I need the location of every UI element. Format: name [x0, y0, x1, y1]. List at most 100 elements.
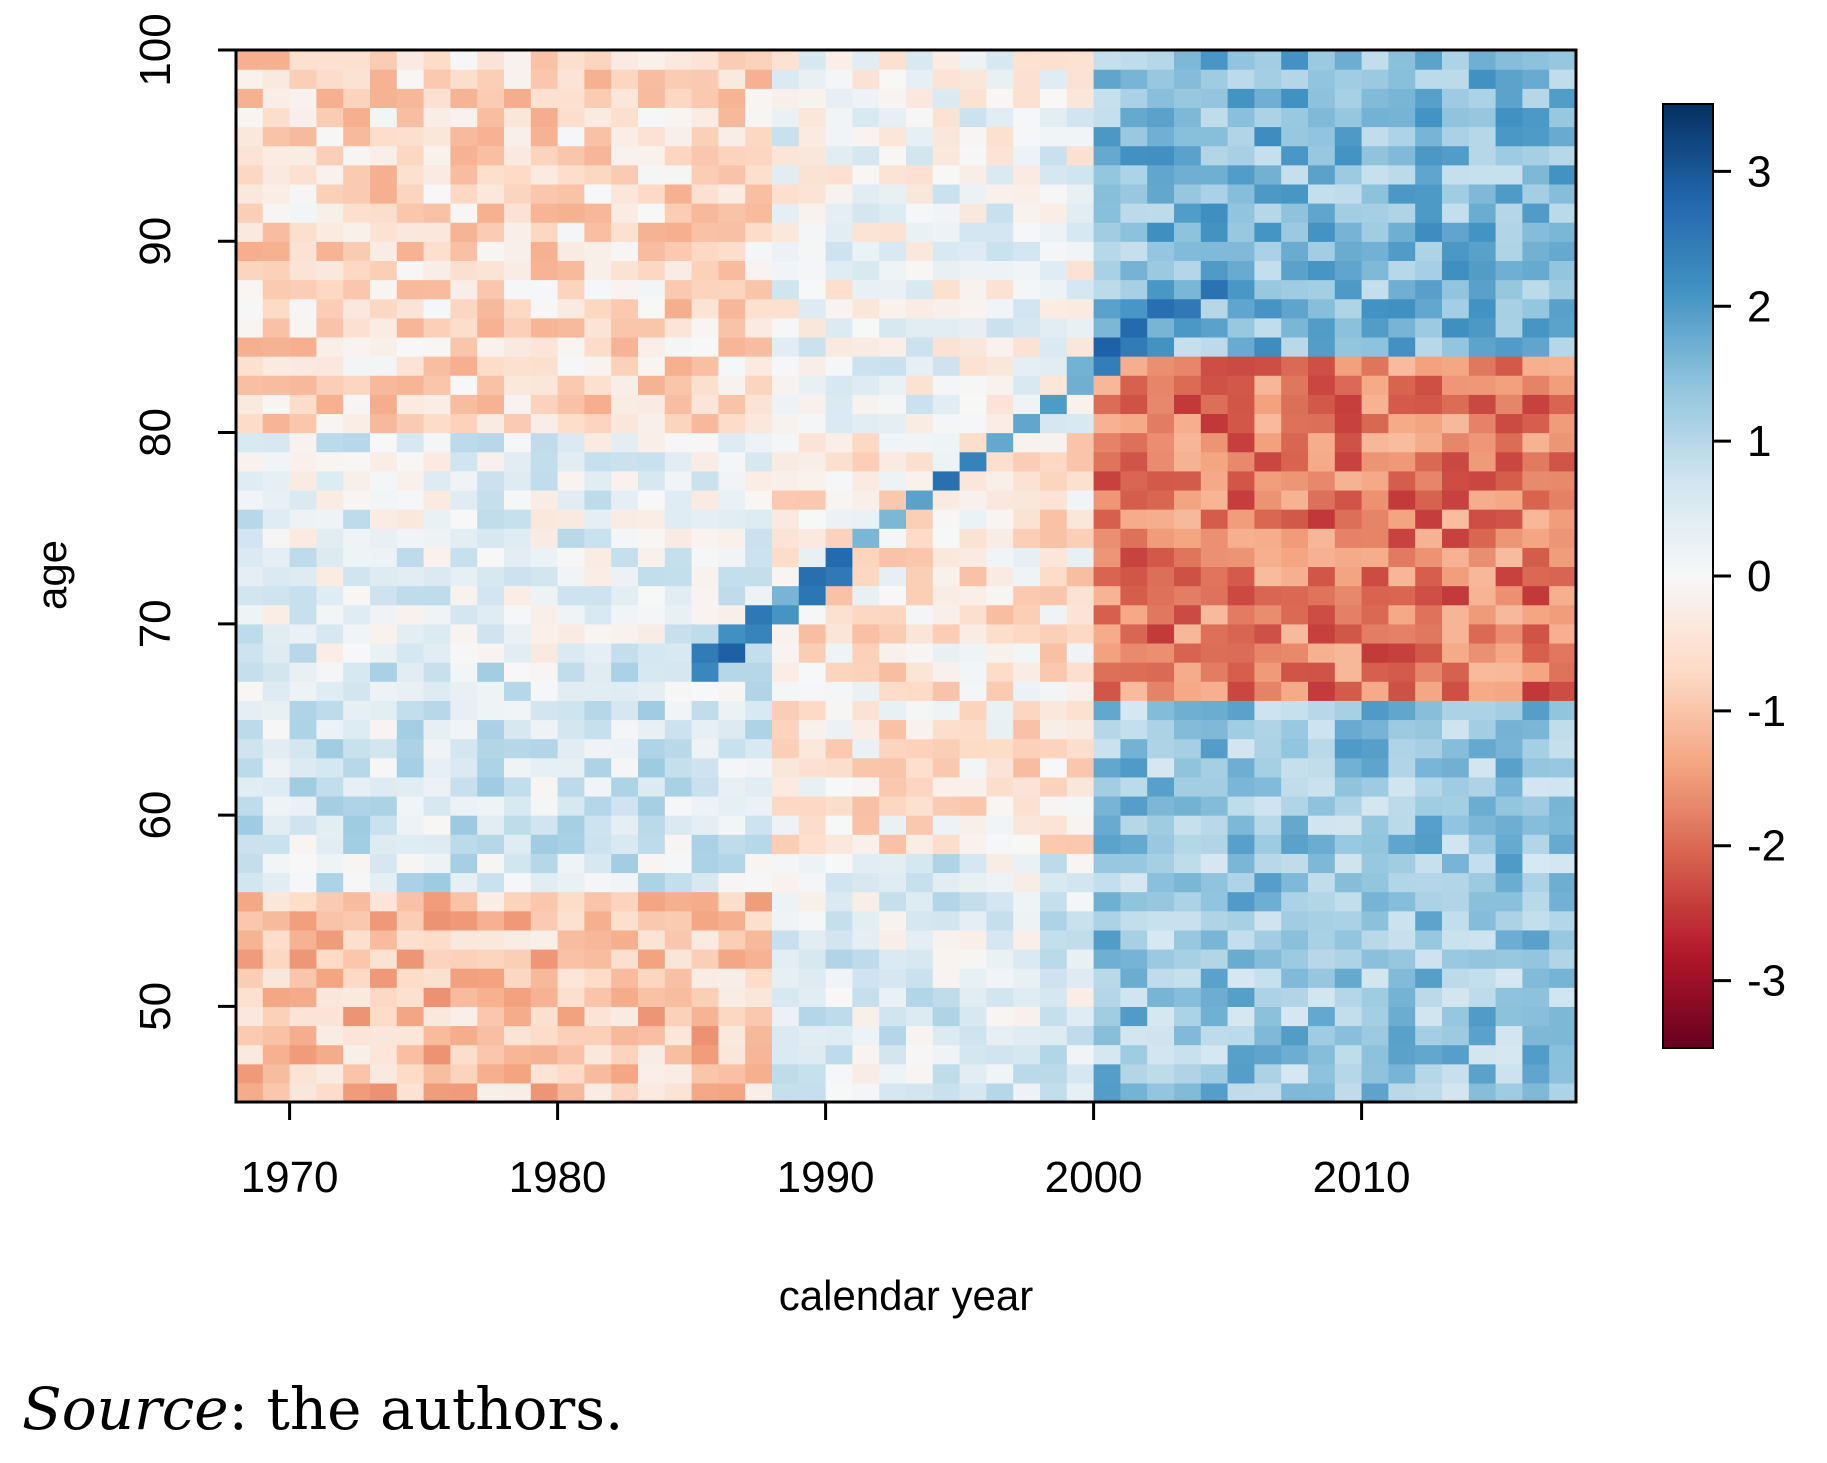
heatmap-cell	[638, 528, 666, 548]
heatmap-cell	[932, 126, 961, 147]
heatmap-cell	[1200, 126, 1229, 147]
heatmap-cell	[584, 776, 612, 797]
heatmap-cell	[691, 700, 719, 721]
heatmap-cell	[745, 872, 773, 893]
heatmap-cell	[959, 279, 987, 300]
heatmap-cell	[798, 700, 827, 721]
heatmap-cell	[530, 681, 559, 701]
heatmap-cell	[1281, 566, 1309, 587]
heatmap-cell	[530, 451, 559, 472]
colorbar-tick-label: -3	[1747, 957, 1786, 1006]
heatmap-cell	[1200, 1063, 1229, 1084]
heatmap-cell	[1254, 241, 1282, 261]
heatmap-cell	[584, 279, 612, 300]
heatmap-cell	[1120, 681, 1148, 701]
y-tick-label: 50	[131, 982, 180, 1031]
heatmap-cell	[772, 164, 800, 185]
heatmap-cell	[825, 948, 853, 969]
heatmap-cell	[1066, 1044, 1095, 1065]
heatmap-cell	[557, 642, 585, 663]
heatmap-cell	[638, 470, 666, 491]
heatmap-cell	[932, 336, 961, 357]
heatmap-cell	[1522, 279, 1550, 300]
heatmap-cell	[611, 872, 639, 893]
heatmap-cell	[1227, 604, 1255, 625]
heatmap-cell	[477, 815, 505, 835]
heatmap-cell	[289, 203, 317, 223]
heatmap-cell	[1147, 241, 1175, 261]
heatmap-cell	[1415, 489, 1443, 510]
heatmap-cell	[906, 910, 934, 931]
heatmap-cell	[1040, 776, 1068, 797]
heatmap-cell	[450, 853, 478, 874]
heatmap-cell	[1227, 356, 1255, 376]
heatmap-cell	[1334, 1025, 1363, 1046]
heatmap-cell	[1040, 375, 1068, 395]
heatmap-cell	[1442, 317, 1470, 338]
heatmap-cell	[1361, 757, 1389, 778]
heatmap-cell	[1200, 1082, 1229, 1103]
heatmap-cell	[530, 872, 559, 893]
heatmap-cell	[718, 776, 746, 797]
heatmap-cell	[906, 604, 934, 625]
heatmap-cell	[316, 203, 344, 223]
heatmap-cell	[664, 279, 693, 300]
heatmap-cell	[1013, 968, 1041, 988]
heatmap-cell	[1334, 872, 1363, 893]
heatmap-cell	[1308, 853, 1336, 874]
heatmap-cell	[1281, 317, 1309, 338]
heatmap-cell	[611, 260, 639, 281]
heatmap-cell	[289, 432, 317, 453]
heatmap-cell	[852, 738, 880, 759]
heatmap-cell	[343, 1006, 371, 1027]
heatmap-cell	[557, 700, 585, 721]
heatmap-cell	[262, 413, 291, 434]
heatmap-cell	[1415, 509, 1443, 529]
heatmap-cell	[1093, 509, 1121, 529]
heatmap-cell	[932, 1044, 961, 1065]
heatmap-cell	[396, 604, 425, 625]
heatmap-cell	[530, 929, 559, 950]
heatmap-cell	[1281, 375, 1309, 395]
heatmap-cell	[316, 968, 344, 988]
heatmap-cell	[1415, 891, 1443, 912]
heatmap-cell	[879, 987, 907, 1007]
heatmap-cell	[986, 336, 1014, 357]
heatmap-cell	[236, 1082, 264, 1103]
heatmap-cell	[1200, 757, 1229, 778]
heatmap-cell	[1522, 1025, 1550, 1046]
heatmap-cell	[530, 241, 559, 261]
heatmap-cell	[343, 1063, 371, 1084]
heatmap-cell	[396, 795, 425, 816]
heatmap-cell	[1468, 145, 1497, 166]
heatmap-cell	[504, 1025, 532, 1046]
heatmap-cell	[932, 298, 961, 319]
heatmap-cell	[1066, 126, 1095, 147]
heatmap-cell	[718, 470, 746, 491]
heatmap-cell	[718, 489, 746, 510]
heatmap-cell	[316, 853, 344, 874]
heatmap-cell	[236, 298, 264, 319]
heatmap-cell	[611, 336, 639, 357]
heatmap-cell	[1308, 834, 1336, 854]
heatmap-cell	[584, 88, 612, 108]
heatmap-cell	[825, 1044, 853, 1065]
heatmap-cell	[1388, 681, 1416, 701]
heatmap-cell	[745, 298, 773, 319]
heatmap-cell	[745, 1006, 773, 1027]
heatmap-cell	[396, 662, 425, 682]
heatmap-cell	[798, 164, 827, 185]
heatmap-cell	[1522, 298, 1550, 319]
heatmap-cell	[1468, 891, 1497, 912]
heatmap-cell	[638, 241, 666, 261]
heatmap-cell	[316, 413, 344, 434]
heatmap-cell	[1066, 757, 1095, 778]
heatmap-cell	[986, 566, 1014, 587]
heatmap-cell	[691, 356, 719, 376]
heatmap-cell	[262, 298, 291, 319]
heatmap-cell	[959, 317, 987, 338]
heatmap-cell	[1442, 336, 1470, 357]
heatmap-cell	[450, 604, 478, 625]
heatmap-cell	[691, 203, 719, 223]
heatmap-cell	[1227, 815, 1255, 835]
